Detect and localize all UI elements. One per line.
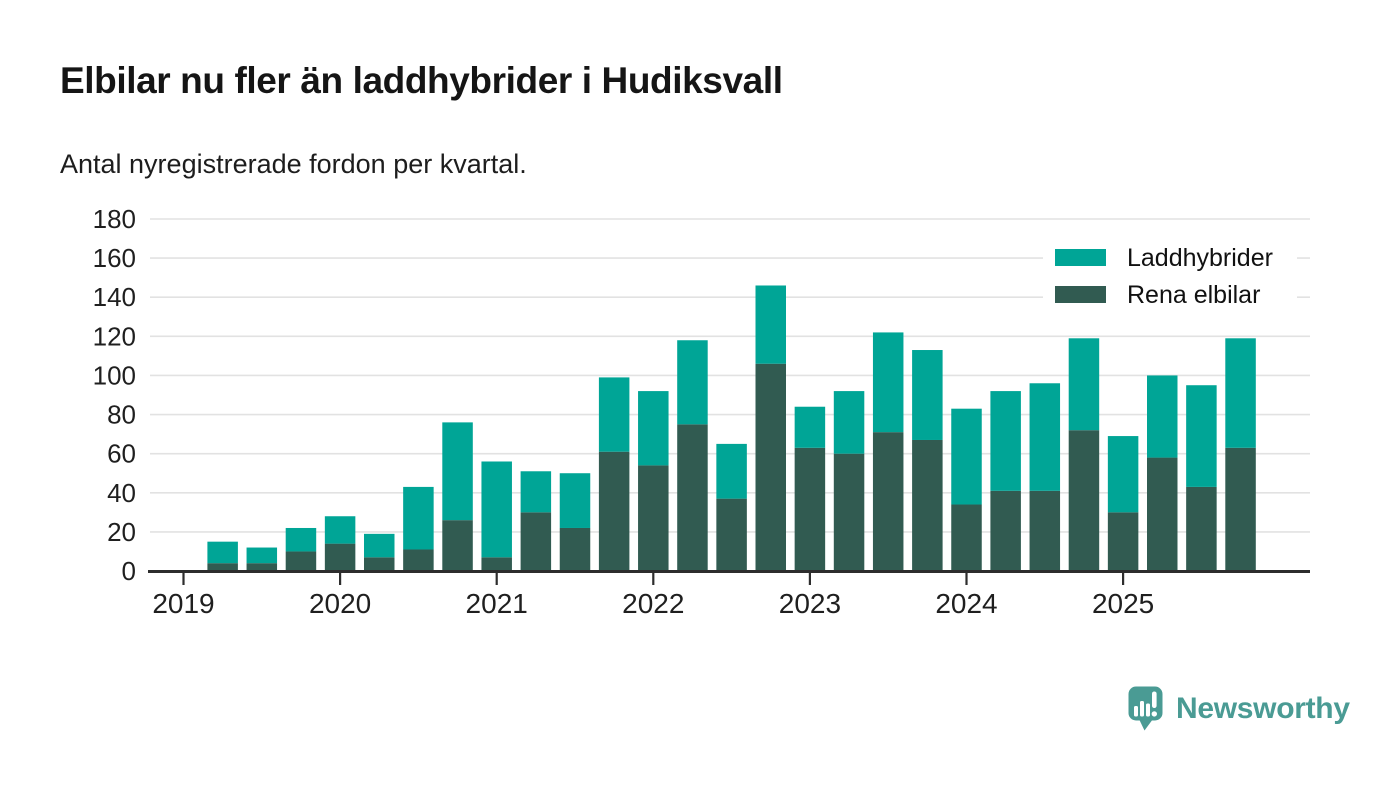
bar-segment-laddhybrider <box>520 471 552 513</box>
y-tick-label: 120 <box>93 321 136 351</box>
bar-segment-laddhybrider <box>716 443 747 499</box>
bar-segment-rena-elbilar <box>794 447 826 571</box>
y-tick-label: 80 <box>107 400 136 430</box>
bar-segment-rena-elbilar <box>1147 457 1178 571</box>
bar-segment-rena-elbilar <box>598 451 630 571</box>
bar-segment-rena-elbilar <box>246 563 278 571</box>
bar-segment-rena-elbilar <box>364 557 395 571</box>
newsworthy-brand[interactable]: Newsworthy <box>1128 686 1350 731</box>
legend: Laddhybrider Rena elbilar <box>1043 238 1297 316</box>
bar-segment-laddhybrider <box>755 285 786 364</box>
bar-segment-laddhybrider <box>1147 375 1178 458</box>
y-axis: 0 20 40 60 80 100 120 140 160 180 <box>93 204 136 586</box>
bar-segment-laddhybrider <box>677 340 708 425</box>
bar-segment-rena-elbilar <box>677 424 708 571</box>
legend-swatch <box>1055 249 1106 266</box>
bar-segment-rena-elbilar <box>912 439 943 571</box>
bar-segment-rena-elbilar <box>324 543 356 571</box>
bar-segment-rena-elbilar <box>872 432 904 571</box>
y-tick-label: 60 <box>107 439 136 469</box>
bar-segment-rena-elbilar <box>1186 486 1217 571</box>
bar-segment-rena-elbilar <box>1068 430 1100 571</box>
bar-segment-laddhybrider <box>364 533 395 558</box>
legend-label: Laddhybrider <box>1127 244 1273 272</box>
chart-subtitle: Antal nyregistrerade fordon per kvartal. <box>60 149 527 179</box>
bar-segment-laddhybrider <box>559 473 591 528</box>
bar-segment-laddhybrider <box>598 377 630 452</box>
y-tick-label: 160 <box>93 243 136 273</box>
chart-title: Elbilar nu fler än laddhybrider i Hudiks… <box>60 60 783 101</box>
stacked-bar-chart: 2019 2020 2021 2022 2023 2024 2025 0 20 40 60 80 100… <box>93 204 1310 619</box>
bar-segment-rena-elbilar <box>716 498 747 571</box>
bar-segment-rena-elbilar <box>1107 512 1139 571</box>
bar-segment-rena-elbilar <box>990 490 1021 571</box>
y-tick-label: 100 <box>93 360 136 390</box>
legend-label: Rena elbilar <box>1127 281 1260 309</box>
bar-segment-rena-elbilar <box>285 551 317 571</box>
bar-segment-rena-elbilar <box>207 563 238 571</box>
x-tick-label: 2019 <box>152 588 214 619</box>
bar-segment-laddhybrider <box>403 486 434 550</box>
bar-segment-laddhybrider <box>912 350 943 440</box>
bar-segment-laddhybrider <box>872 332 904 433</box>
bar-segment-laddhybrider <box>1186 385 1217 487</box>
y-tick-label: 20 <box>107 517 136 547</box>
y-tick-label: 140 <box>93 282 136 312</box>
bar-segment-rena-elbilar <box>559 527 591 571</box>
bar-segment-rena-elbilar <box>638 465 669 571</box>
bar-segment-rena-elbilar <box>755 363 786 571</box>
bar-segment-rena-elbilar <box>951 504 982 571</box>
bar-segment-laddhybrider <box>794 406 826 448</box>
bar-segment-laddhybrider <box>638 391 669 466</box>
bar-segment-rena-elbilar <box>520 512 552 571</box>
x-tick-label: 2024 <box>935 588 997 619</box>
bar-segment-laddhybrider <box>442 422 473 521</box>
x-tick-label: 2025 <box>1092 588 1154 619</box>
x-tick-label: 2021 <box>466 588 528 619</box>
bar-segment-rena-elbilar <box>1029 490 1061 571</box>
newsworthy-logo-icon <box>1128 686 1163 731</box>
x-tick-label: 2022 <box>622 588 684 619</box>
y-tick-label: 40 <box>107 478 136 508</box>
bars-group <box>207 285 1256 571</box>
bar-segment-laddhybrider <box>324 516 356 544</box>
bar-segment-laddhybrider <box>1029 383 1061 491</box>
y-tick-label: 0 <box>122 556 136 586</box>
bar-segment-rena-elbilar <box>403 549 434 571</box>
bar-segment-rena-elbilar <box>442 520 473 571</box>
bar-segment-rena-elbilar <box>481 557 512 571</box>
bar-segment-rena-elbilar <box>833 453 865 571</box>
bar-segment-laddhybrider <box>951 408 982 505</box>
bar-segment-laddhybrider <box>246 547 278 564</box>
bar-segment-laddhybrider <box>990 391 1021 491</box>
bar-segment-laddhybrider <box>1068 338 1100 431</box>
bar-segment-laddhybrider <box>285 527 317 552</box>
x-tick-label: 2020 <box>309 588 371 619</box>
bar-segment-laddhybrider <box>833 391 865 454</box>
y-tick-label: 180 <box>93 204 136 234</box>
bar-segment-laddhybrider <box>1225 338 1256 448</box>
bar-segment-laddhybrider <box>1107 436 1139 513</box>
x-tick-label: 2023 <box>779 588 841 619</box>
bar-segment-laddhybrider <box>207 541 238 564</box>
newsworthy-brand-name: Newsworthy <box>1176 691 1350 725</box>
bar-segment-rena-elbilar <box>1225 447 1256 571</box>
legend-swatch <box>1055 286 1106 303</box>
x-axis: 2019 2020 2021 2022 2023 2024 2025 <box>148 570 1310 619</box>
bar-segment-laddhybrider <box>481 461 512 558</box>
